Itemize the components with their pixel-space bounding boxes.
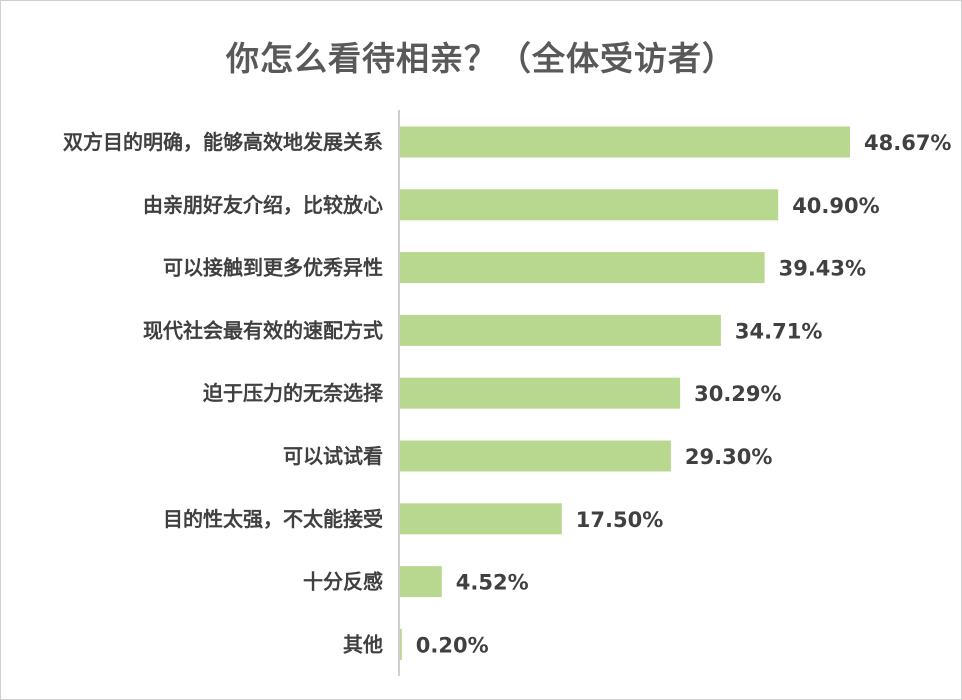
data-label: 48.67% (864, 131, 951, 155)
bar (400, 566, 442, 598)
category-label: 可以试试看 (283, 444, 383, 468)
bar (400, 189, 779, 221)
category-label: 十分反感 (303, 570, 383, 594)
data-label: 29.30% (685, 445, 772, 469)
data-label: 34.71% (735, 319, 822, 343)
bar (400, 440, 671, 472)
data-label: 4.52% (456, 571, 529, 595)
category-label: 由亲朋好友介绍，比较放心 (143, 193, 383, 217)
data-label: 30.29% (694, 382, 781, 406)
bar (400, 126, 850, 158)
bar (400, 377, 681, 409)
data-label: 0.20% (416, 633, 489, 657)
data-label: 39.43% (779, 257, 866, 281)
bar (400, 252, 765, 284)
data-label: 17.50% (576, 508, 663, 532)
category-label: 双方目的明确，能够高效地发展关系 (63, 130, 383, 154)
data-label: 40.90% (792, 194, 879, 218)
bar (400, 314, 721, 346)
bar (400, 503, 562, 535)
chart-title: 你怎么看待相亲？（全体受访者） (226, 39, 736, 78)
category-label: 目的性太强，不太能接受 (163, 507, 383, 531)
category-label: 迫于压力的无奈选择 (202, 381, 384, 405)
category-label: 可以接触到更多优秀异性 (163, 256, 383, 280)
category-label: 现代社会最有效的速配方式 (143, 318, 383, 342)
bar (400, 628, 402, 660)
category-label: 其他 (343, 632, 383, 656)
